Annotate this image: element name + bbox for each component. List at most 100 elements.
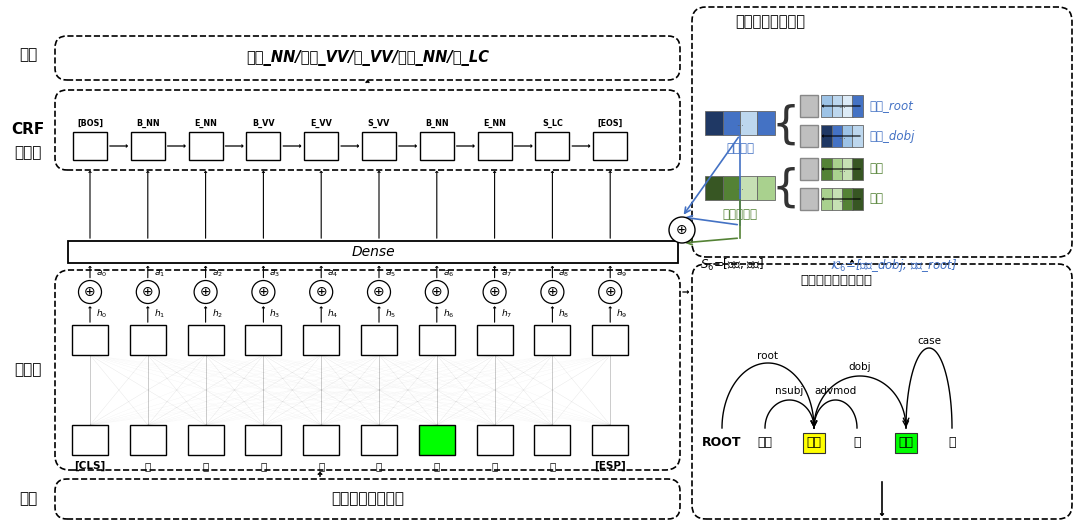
FancyBboxPatch shape bbox=[535, 325, 570, 355]
FancyBboxPatch shape bbox=[723, 176, 740, 200]
FancyBboxPatch shape bbox=[476, 325, 513, 355]
Circle shape bbox=[194, 280, 217, 303]
Text: CRF: CRF bbox=[12, 122, 44, 138]
FancyBboxPatch shape bbox=[419, 425, 455, 455]
FancyBboxPatch shape bbox=[821, 125, 832, 147]
Text: E_NN: E_NN bbox=[483, 119, 507, 128]
Text: ROOT: ROOT bbox=[702, 436, 742, 449]
Text: case: case bbox=[917, 336, 941, 346]
Text: $a_4$: $a_4$ bbox=[327, 268, 338, 279]
Text: root: root bbox=[757, 351, 779, 361]
FancyBboxPatch shape bbox=[842, 125, 852, 147]
Text: 分子: 分子 bbox=[899, 436, 914, 449]
Text: {: { bbox=[772, 103, 800, 146]
FancyBboxPatch shape bbox=[842, 188, 852, 210]
Text: 时: 时 bbox=[948, 436, 956, 449]
Text: 编码层: 编码层 bbox=[14, 362, 42, 377]
Text: 结: 结 bbox=[260, 461, 267, 471]
Text: ⊕: ⊕ bbox=[315, 285, 327, 299]
Text: ...: ... bbox=[737, 119, 744, 128]
FancyBboxPatch shape bbox=[800, 158, 818, 180]
FancyBboxPatch shape bbox=[419, 325, 455, 355]
Text: ...: ... bbox=[838, 164, 846, 173]
Text: $\mathcal{K}_6$=[分子_dobj, 结合_root]: $\mathcal{K}_6$=[分子_dobj, 结合_root] bbox=[831, 257, 958, 274]
Text: 自动获取的句法知识: 自动获取的句法知识 bbox=[800, 274, 872, 287]
Text: $a_7$: $a_7$ bbox=[501, 268, 512, 279]
Text: 结合_root: 结合_root bbox=[869, 100, 913, 112]
Text: 分子_dobj: 分子_dobj bbox=[869, 130, 915, 142]
FancyBboxPatch shape bbox=[800, 188, 818, 210]
FancyBboxPatch shape bbox=[476, 425, 513, 455]
FancyBboxPatch shape bbox=[821, 188, 832, 210]
FancyBboxPatch shape bbox=[131, 132, 165, 160]
Text: 原子: 原子 bbox=[757, 436, 772, 449]
Text: 成: 成 bbox=[376, 461, 382, 471]
FancyBboxPatch shape bbox=[303, 325, 339, 355]
FancyBboxPatch shape bbox=[723, 111, 740, 135]
FancyBboxPatch shape bbox=[535, 425, 570, 455]
FancyBboxPatch shape bbox=[361, 325, 397, 355]
FancyBboxPatch shape bbox=[246, 132, 281, 160]
Circle shape bbox=[669, 217, 696, 243]
Text: 结合: 结合 bbox=[869, 163, 883, 175]
Text: ...: ... bbox=[838, 194, 846, 204]
Circle shape bbox=[310, 280, 333, 303]
FancyBboxPatch shape bbox=[705, 111, 723, 135]
Text: $a_0$: $a_0$ bbox=[96, 268, 107, 279]
Text: 原子结合成分子时: 原子结合成分子时 bbox=[330, 491, 404, 507]
Circle shape bbox=[483, 280, 507, 303]
Text: 分子: 分子 bbox=[869, 193, 883, 205]
Text: $S_6$=[分子, 结合]: $S_6$=[分子, 结合] bbox=[700, 257, 764, 273]
FancyBboxPatch shape bbox=[188, 325, 224, 355]
Text: $h_1$: $h_1$ bbox=[153, 308, 165, 320]
FancyBboxPatch shape bbox=[852, 188, 863, 210]
FancyBboxPatch shape bbox=[740, 176, 757, 200]
Text: ...: ... bbox=[838, 101, 846, 110]
Text: $h_6$: $h_6$ bbox=[443, 308, 455, 320]
FancyBboxPatch shape bbox=[757, 111, 775, 135]
FancyBboxPatch shape bbox=[361, 425, 397, 455]
Text: ⊕: ⊕ bbox=[489, 285, 500, 299]
Text: $h_2$: $h_2$ bbox=[212, 308, 222, 320]
FancyBboxPatch shape bbox=[130, 425, 166, 455]
Text: nsubj: nsubj bbox=[775, 386, 804, 396]
Text: S_LC: S_LC bbox=[542, 119, 563, 128]
Circle shape bbox=[598, 280, 622, 303]
FancyBboxPatch shape bbox=[800, 125, 818, 147]
Text: $a_2$: $a_2$ bbox=[212, 268, 222, 279]
Text: $a_3$: $a_3$ bbox=[269, 268, 281, 279]
Text: ...: ... bbox=[838, 131, 846, 141]
Circle shape bbox=[136, 280, 160, 303]
Text: $h_4$: $h_4$ bbox=[327, 308, 338, 320]
Text: $h_9$: $h_9$ bbox=[617, 308, 627, 320]
Text: 子: 子 bbox=[202, 461, 208, 471]
FancyBboxPatch shape bbox=[420, 132, 454, 160]
FancyBboxPatch shape bbox=[536, 132, 569, 160]
FancyBboxPatch shape bbox=[305, 132, 338, 160]
FancyBboxPatch shape bbox=[245, 425, 282, 455]
FancyBboxPatch shape bbox=[832, 95, 842, 117]
Text: E_NN: E_NN bbox=[194, 119, 217, 128]
Text: [BOS]: [BOS] bbox=[77, 119, 103, 128]
FancyBboxPatch shape bbox=[245, 325, 282, 355]
Text: 分: 分 bbox=[434, 461, 440, 471]
Text: $h_3$: $h_3$ bbox=[269, 308, 281, 320]
FancyBboxPatch shape bbox=[72, 325, 108, 355]
Text: S_VV: S_VV bbox=[368, 119, 390, 128]
Text: $a_8$: $a_8$ bbox=[558, 268, 569, 279]
Circle shape bbox=[541, 280, 564, 303]
FancyBboxPatch shape bbox=[842, 95, 852, 117]
Circle shape bbox=[426, 280, 448, 303]
Text: advmod: advmod bbox=[814, 386, 856, 396]
FancyBboxPatch shape bbox=[821, 158, 832, 180]
Text: B_NN: B_NN bbox=[426, 119, 448, 128]
Text: ⊕: ⊕ bbox=[258, 285, 269, 299]
Circle shape bbox=[79, 280, 102, 303]
Text: [EOS]: [EOS] bbox=[597, 119, 623, 128]
FancyBboxPatch shape bbox=[303, 425, 339, 455]
FancyBboxPatch shape bbox=[592, 425, 629, 455]
FancyBboxPatch shape bbox=[73, 132, 107, 160]
FancyBboxPatch shape bbox=[477, 132, 512, 160]
Text: 输入: 输入 bbox=[18, 491, 37, 507]
Text: 时: 时 bbox=[550, 461, 555, 471]
